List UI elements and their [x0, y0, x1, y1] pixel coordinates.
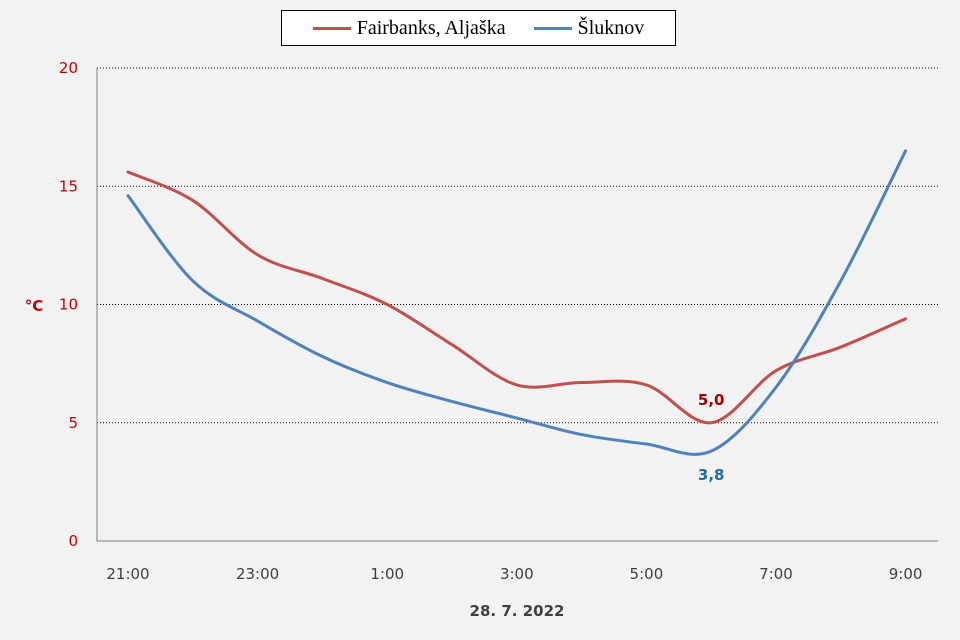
legend-label-fairbanks: Fairbanks, Aljaška	[356, 16, 506, 39]
legend-item-fairbanks: Fairbanks, Aljaška	[312, 16, 506, 40]
x-tick-label: 21:00	[106, 565, 149, 583]
legend-item-sluknov: Šluknov	[533, 16, 645, 40]
y-tick-label: 15	[59, 177, 78, 195]
gridlines	[97, 67, 938, 542]
data-label-min-0: 5,0	[698, 391, 725, 409]
y-axis-label: °C	[25, 297, 44, 315]
x-tick-label: 3:00	[500, 565, 534, 583]
chart-legend: Fairbanks, Aljaška Šluknov	[281, 10, 676, 46]
series-line-0	[126, 170, 908, 425]
legend-label-sluknov: Šluknov	[577, 16, 645, 39]
y-tick-label: 0	[68, 532, 78, 550]
y-tick-label: 20	[59, 59, 78, 77]
x-tick-labels: 21:00 23:00 1:00 3:00 5:00 7:00 9:00	[106, 565, 922, 583]
y-tick-label: 10	[59, 296, 78, 314]
data-labels: 5,0 3,8	[698, 391, 725, 484]
series-line-1	[126, 149, 908, 456]
legend-swatch-fairbanks	[312, 26, 351, 30]
x-tick-label: 1:00	[370, 565, 404, 583]
x-tick-label: 23:00	[236, 565, 279, 583]
y-tick-label: 5	[68, 414, 78, 432]
y-tick-labels: 0 5 10 15 20	[59, 59, 78, 550]
x-tick-label: 7:00	[759, 565, 793, 583]
x-axis-label: 28. 7. 2022	[470, 602, 565, 620]
x-tick-label: 5:00	[630, 565, 664, 583]
legend-swatch-sluknov	[533, 26, 572, 30]
series-lines	[126, 149, 908, 456]
x-tick-label: 9:00	[889, 565, 923, 583]
data-label-min-1: 3,8	[698, 466, 725, 484]
